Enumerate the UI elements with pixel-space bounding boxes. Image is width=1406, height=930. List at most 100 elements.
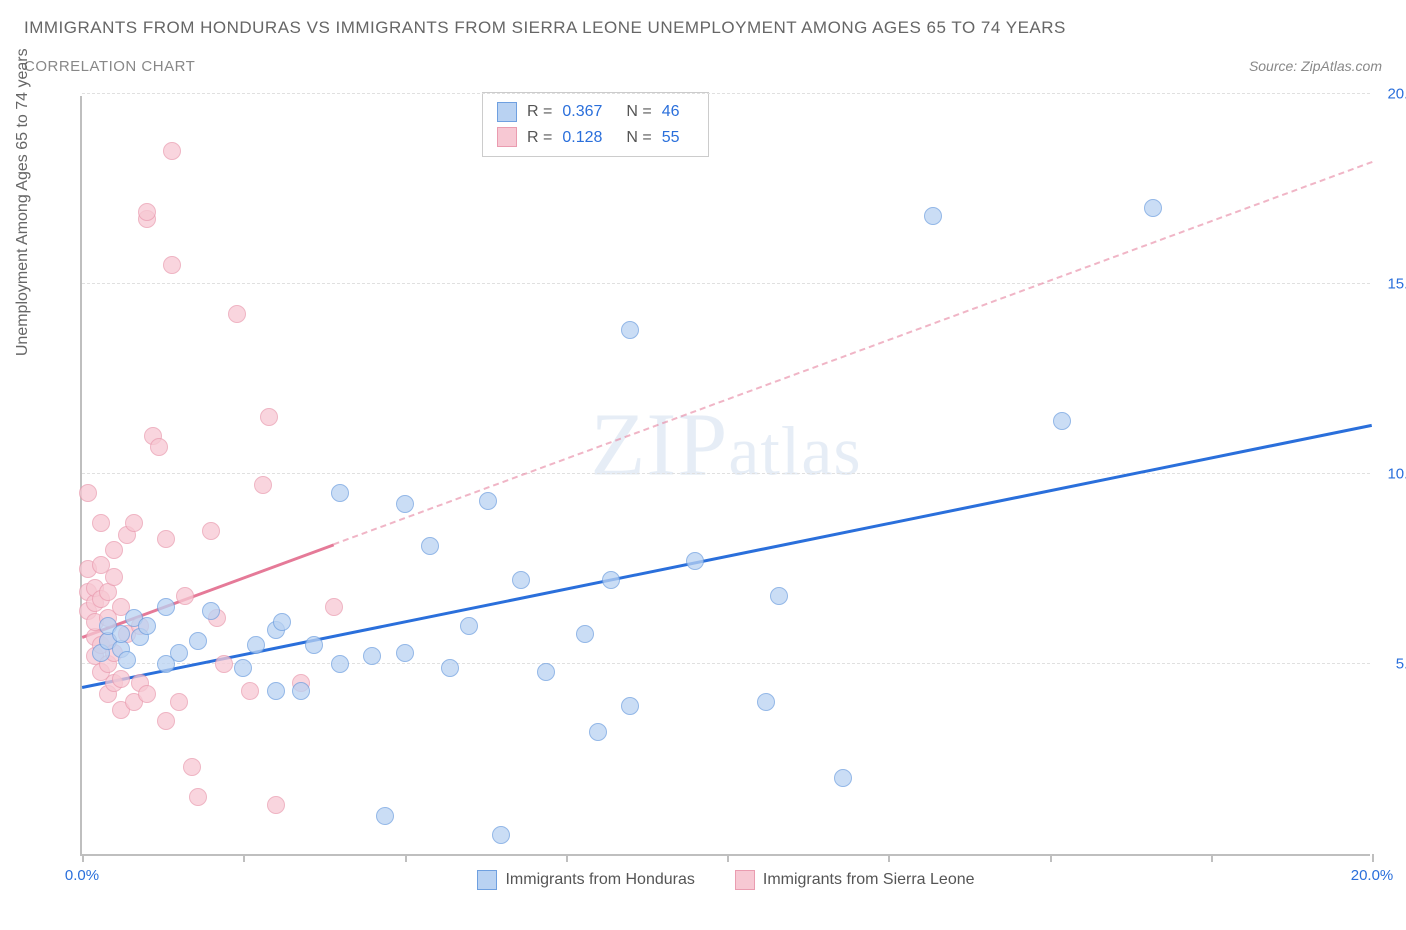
data-point xyxy=(79,484,97,502)
stat-label-r: R = xyxy=(527,125,552,151)
data-point xyxy=(260,408,278,426)
data-point xyxy=(363,647,381,665)
data-point xyxy=(150,438,168,456)
data-point xyxy=(460,617,478,635)
stat-label-n: N = xyxy=(626,99,651,125)
data-point xyxy=(479,492,497,510)
data-point xyxy=(757,693,775,711)
data-point xyxy=(215,655,233,673)
x-tick xyxy=(1211,854,1213,862)
source-prefix: Source: xyxy=(1249,58,1301,74)
data-point xyxy=(105,541,123,559)
stat-label-n: N = xyxy=(626,125,651,151)
y-tick-label: 20.0% xyxy=(1387,86,1406,103)
data-point xyxy=(163,142,181,160)
data-point xyxy=(247,636,265,654)
data-point xyxy=(202,602,220,620)
source-attribution: Source: ZipAtlas.com xyxy=(1249,58,1382,74)
data-point xyxy=(183,758,201,776)
chart-area: Unemployment Among Ages 65 to 74 years Z… xyxy=(24,90,1382,890)
y-axis-label: Unemployment Among Ages 65 to 74 years xyxy=(14,48,32,356)
data-point xyxy=(492,826,510,844)
x-tick xyxy=(405,854,407,862)
data-point xyxy=(267,682,285,700)
data-point xyxy=(686,552,704,570)
chart-title: IMMIGRANTS FROM HONDURAS VS IMMIGRANTS F… xyxy=(24,18,1382,38)
data-point xyxy=(924,207,942,225)
correlation-stats-box: R =0.367N =46R =0.128N =55 xyxy=(482,92,709,157)
legend-item: Immigrants from Sierra Leone xyxy=(735,870,975,890)
legend-swatch xyxy=(477,870,497,890)
x-tick xyxy=(1372,854,1374,862)
data-point xyxy=(202,522,220,540)
y-tick-label: 10.0% xyxy=(1387,466,1406,483)
x-tick xyxy=(82,854,84,862)
data-point xyxy=(292,682,310,700)
data-point xyxy=(621,697,639,715)
stat-value-n: 55 xyxy=(662,125,680,151)
data-point xyxy=(92,514,110,532)
data-point xyxy=(189,632,207,650)
x-tick xyxy=(566,854,568,862)
data-point xyxy=(331,655,349,673)
data-point xyxy=(138,203,156,221)
y-tick-label: 5.0% xyxy=(1396,656,1406,673)
scatter-plot: ZIPatlas R =0.367N =46R =0.128N =55 Immi… xyxy=(80,96,1370,856)
chart-subtitle: CORRELATION CHART xyxy=(24,58,195,75)
data-point xyxy=(421,537,439,555)
x-tick xyxy=(888,854,890,862)
data-point xyxy=(376,807,394,825)
data-point xyxy=(157,598,175,616)
data-point xyxy=(125,514,143,532)
data-point xyxy=(589,723,607,741)
data-point xyxy=(1144,199,1162,217)
data-point xyxy=(176,587,194,605)
legend-item: Immigrants from Honduras xyxy=(477,870,694,890)
data-point xyxy=(105,568,123,586)
data-point xyxy=(241,682,259,700)
series-legend: Immigrants from Honduras Immigrants from … xyxy=(82,870,1370,890)
data-point xyxy=(163,256,181,274)
gridline-horizontal xyxy=(82,663,1370,664)
data-point xyxy=(118,651,136,669)
data-point xyxy=(234,659,252,677)
x-tick-label: 20.0% xyxy=(1351,867,1394,884)
data-point xyxy=(537,663,555,681)
data-point xyxy=(112,670,130,688)
data-point xyxy=(325,598,343,616)
gridline-horizontal xyxy=(82,93,1370,94)
data-point xyxy=(512,571,530,589)
data-point xyxy=(189,788,207,806)
data-point xyxy=(834,769,852,787)
trend-line xyxy=(82,162,1372,637)
data-point xyxy=(602,571,620,589)
data-point xyxy=(576,625,594,643)
data-point xyxy=(267,796,285,814)
data-point xyxy=(396,495,414,513)
gridline-horizontal xyxy=(82,473,1370,474)
chart-header: IMMIGRANTS FROM HONDURAS VS IMMIGRANTS F… xyxy=(0,0,1406,44)
legend-swatch xyxy=(735,870,755,890)
data-point xyxy=(305,636,323,654)
stat-value-r: 0.367 xyxy=(562,99,602,125)
source-name: ZipAtlas.com xyxy=(1301,58,1382,74)
y-tick-label: 15.0% xyxy=(1387,276,1406,293)
data-point xyxy=(138,685,156,703)
data-point xyxy=(273,613,291,631)
legend-swatch xyxy=(497,127,517,147)
data-point xyxy=(112,625,130,643)
data-point xyxy=(254,476,272,494)
stat-value-r: 0.128 xyxy=(562,125,602,151)
x-tick-label: 0.0% xyxy=(65,867,99,884)
data-point xyxy=(621,321,639,339)
data-point xyxy=(157,530,175,548)
stats-row: R =0.367N =46 xyxy=(497,99,694,125)
x-tick xyxy=(727,854,729,862)
data-point xyxy=(396,644,414,662)
data-point xyxy=(441,659,459,677)
legend-label: Immigrants from Honduras xyxy=(505,871,694,889)
data-point xyxy=(1053,412,1071,430)
stat-value-n: 46 xyxy=(662,99,680,125)
x-tick xyxy=(243,854,245,862)
data-point xyxy=(170,644,188,662)
